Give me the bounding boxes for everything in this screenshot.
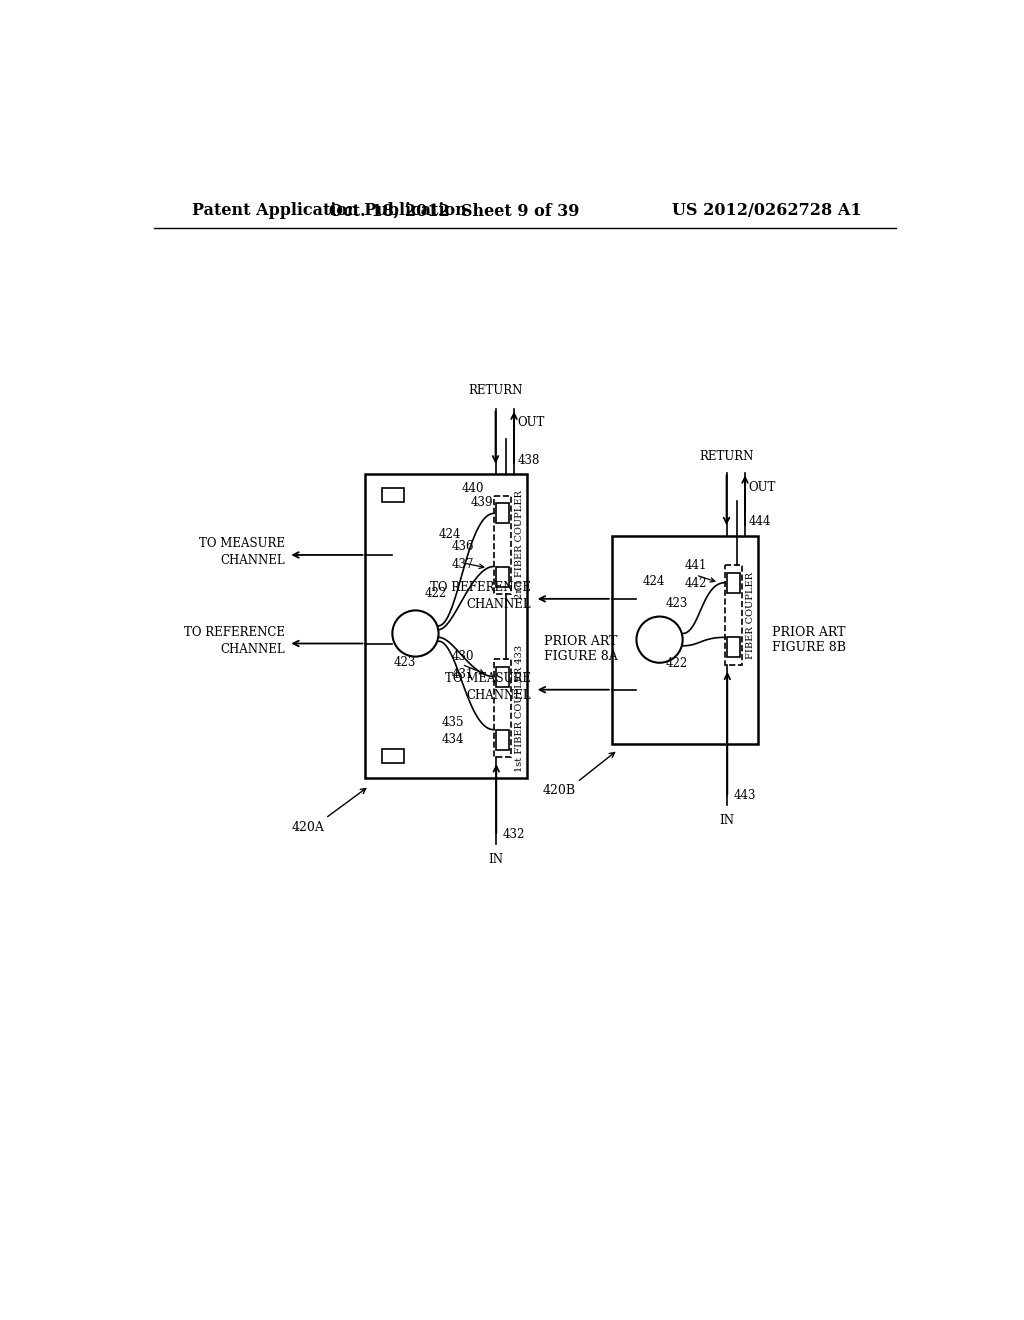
Text: 420A: 420A <box>291 821 325 834</box>
Text: 424: 424 <box>643 576 665 587</box>
Text: 422: 422 <box>666 656 688 669</box>
Text: TO REFERENCE: TO REFERENCE <box>430 581 531 594</box>
Text: 420B: 420B <box>543 784 577 797</box>
Text: TO MEASURE: TO MEASURE <box>199 537 285 550</box>
Text: 436: 436 <box>452 540 474 553</box>
Text: CHANNEL: CHANNEL <box>466 598 531 611</box>
Text: OUT: OUT <box>749 482 776 495</box>
Bar <box>725 565 742 665</box>
Text: 439: 439 <box>471 496 494 508</box>
Text: 1st FIBER COUPLER 433: 1st FIBER COUPLER 433 <box>515 644 524 772</box>
Bar <box>366 474 527 779</box>
Text: CHANNEL: CHANNEL <box>220 643 285 656</box>
Text: 432: 432 <box>503 828 525 841</box>
Bar <box>611 536 758 743</box>
Text: TO REFERENCE: TO REFERENCE <box>183 626 285 639</box>
Bar <box>727 573 739 593</box>
Text: 422: 422 <box>425 586 446 599</box>
Text: Patent Application Publication: Patent Application Publication <box>193 202 467 219</box>
Text: 430: 430 <box>452 649 474 663</box>
Text: RETURN: RETURN <box>699 450 754 462</box>
Text: TO MEASURE: TO MEASURE <box>445 672 531 685</box>
Text: CHANNEL: CHANNEL <box>466 689 531 702</box>
Text: 423: 423 <box>394 656 417 669</box>
Text: 435: 435 <box>441 715 464 729</box>
Bar <box>727 638 739 657</box>
Text: Oct. 18, 2012  Sheet 9 of 39: Oct. 18, 2012 Sheet 9 of 39 <box>329 202 580 219</box>
Bar <box>497 667 509 686</box>
Text: IN: IN <box>720 814 735 828</box>
Text: CHANNEL: CHANNEL <box>220 554 285 568</box>
Text: 440: 440 <box>462 482 484 495</box>
Text: RETURN: RETURN <box>468 384 522 397</box>
Text: PRIOR ART
FIGURE 8B: PRIOR ART FIGURE 8B <box>772 626 846 653</box>
Text: PRIOR ART
FIGURE 8A: PRIOR ART FIGURE 8A <box>544 635 617 663</box>
Bar <box>497 566 509 586</box>
Text: 444: 444 <box>749 515 771 528</box>
Bar <box>494 496 511 594</box>
Text: 431: 431 <box>452 668 474 681</box>
Bar <box>382 748 403 763</box>
Bar <box>382 488 403 502</box>
Text: 423: 423 <box>666 598 688 610</box>
Text: OUT: OUT <box>518 416 545 429</box>
Text: 438: 438 <box>518 454 541 467</box>
Text: 2nd FIBER COUPLER: 2nd FIBER COUPLER <box>515 491 524 599</box>
Text: IN: IN <box>488 853 504 866</box>
Text: FIBER COUPLER: FIBER COUPLER <box>745 572 755 659</box>
Text: 442: 442 <box>685 577 708 590</box>
Bar <box>497 730 509 750</box>
Bar <box>497 503 509 524</box>
Text: US 2012/0262728 A1: US 2012/0262728 A1 <box>673 202 862 219</box>
Bar <box>494 659 511 758</box>
Text: 434: 434 <box>441 733 464 746</box>
Text: 437: 437 <box>452 558 474 572</box>
Text: 441: 441 <box>685 558 708 572</box>
Text: 443: 443 <box>733 789 756 803</box>
Text: 424: 424 <box>438 528 461 541</box>
